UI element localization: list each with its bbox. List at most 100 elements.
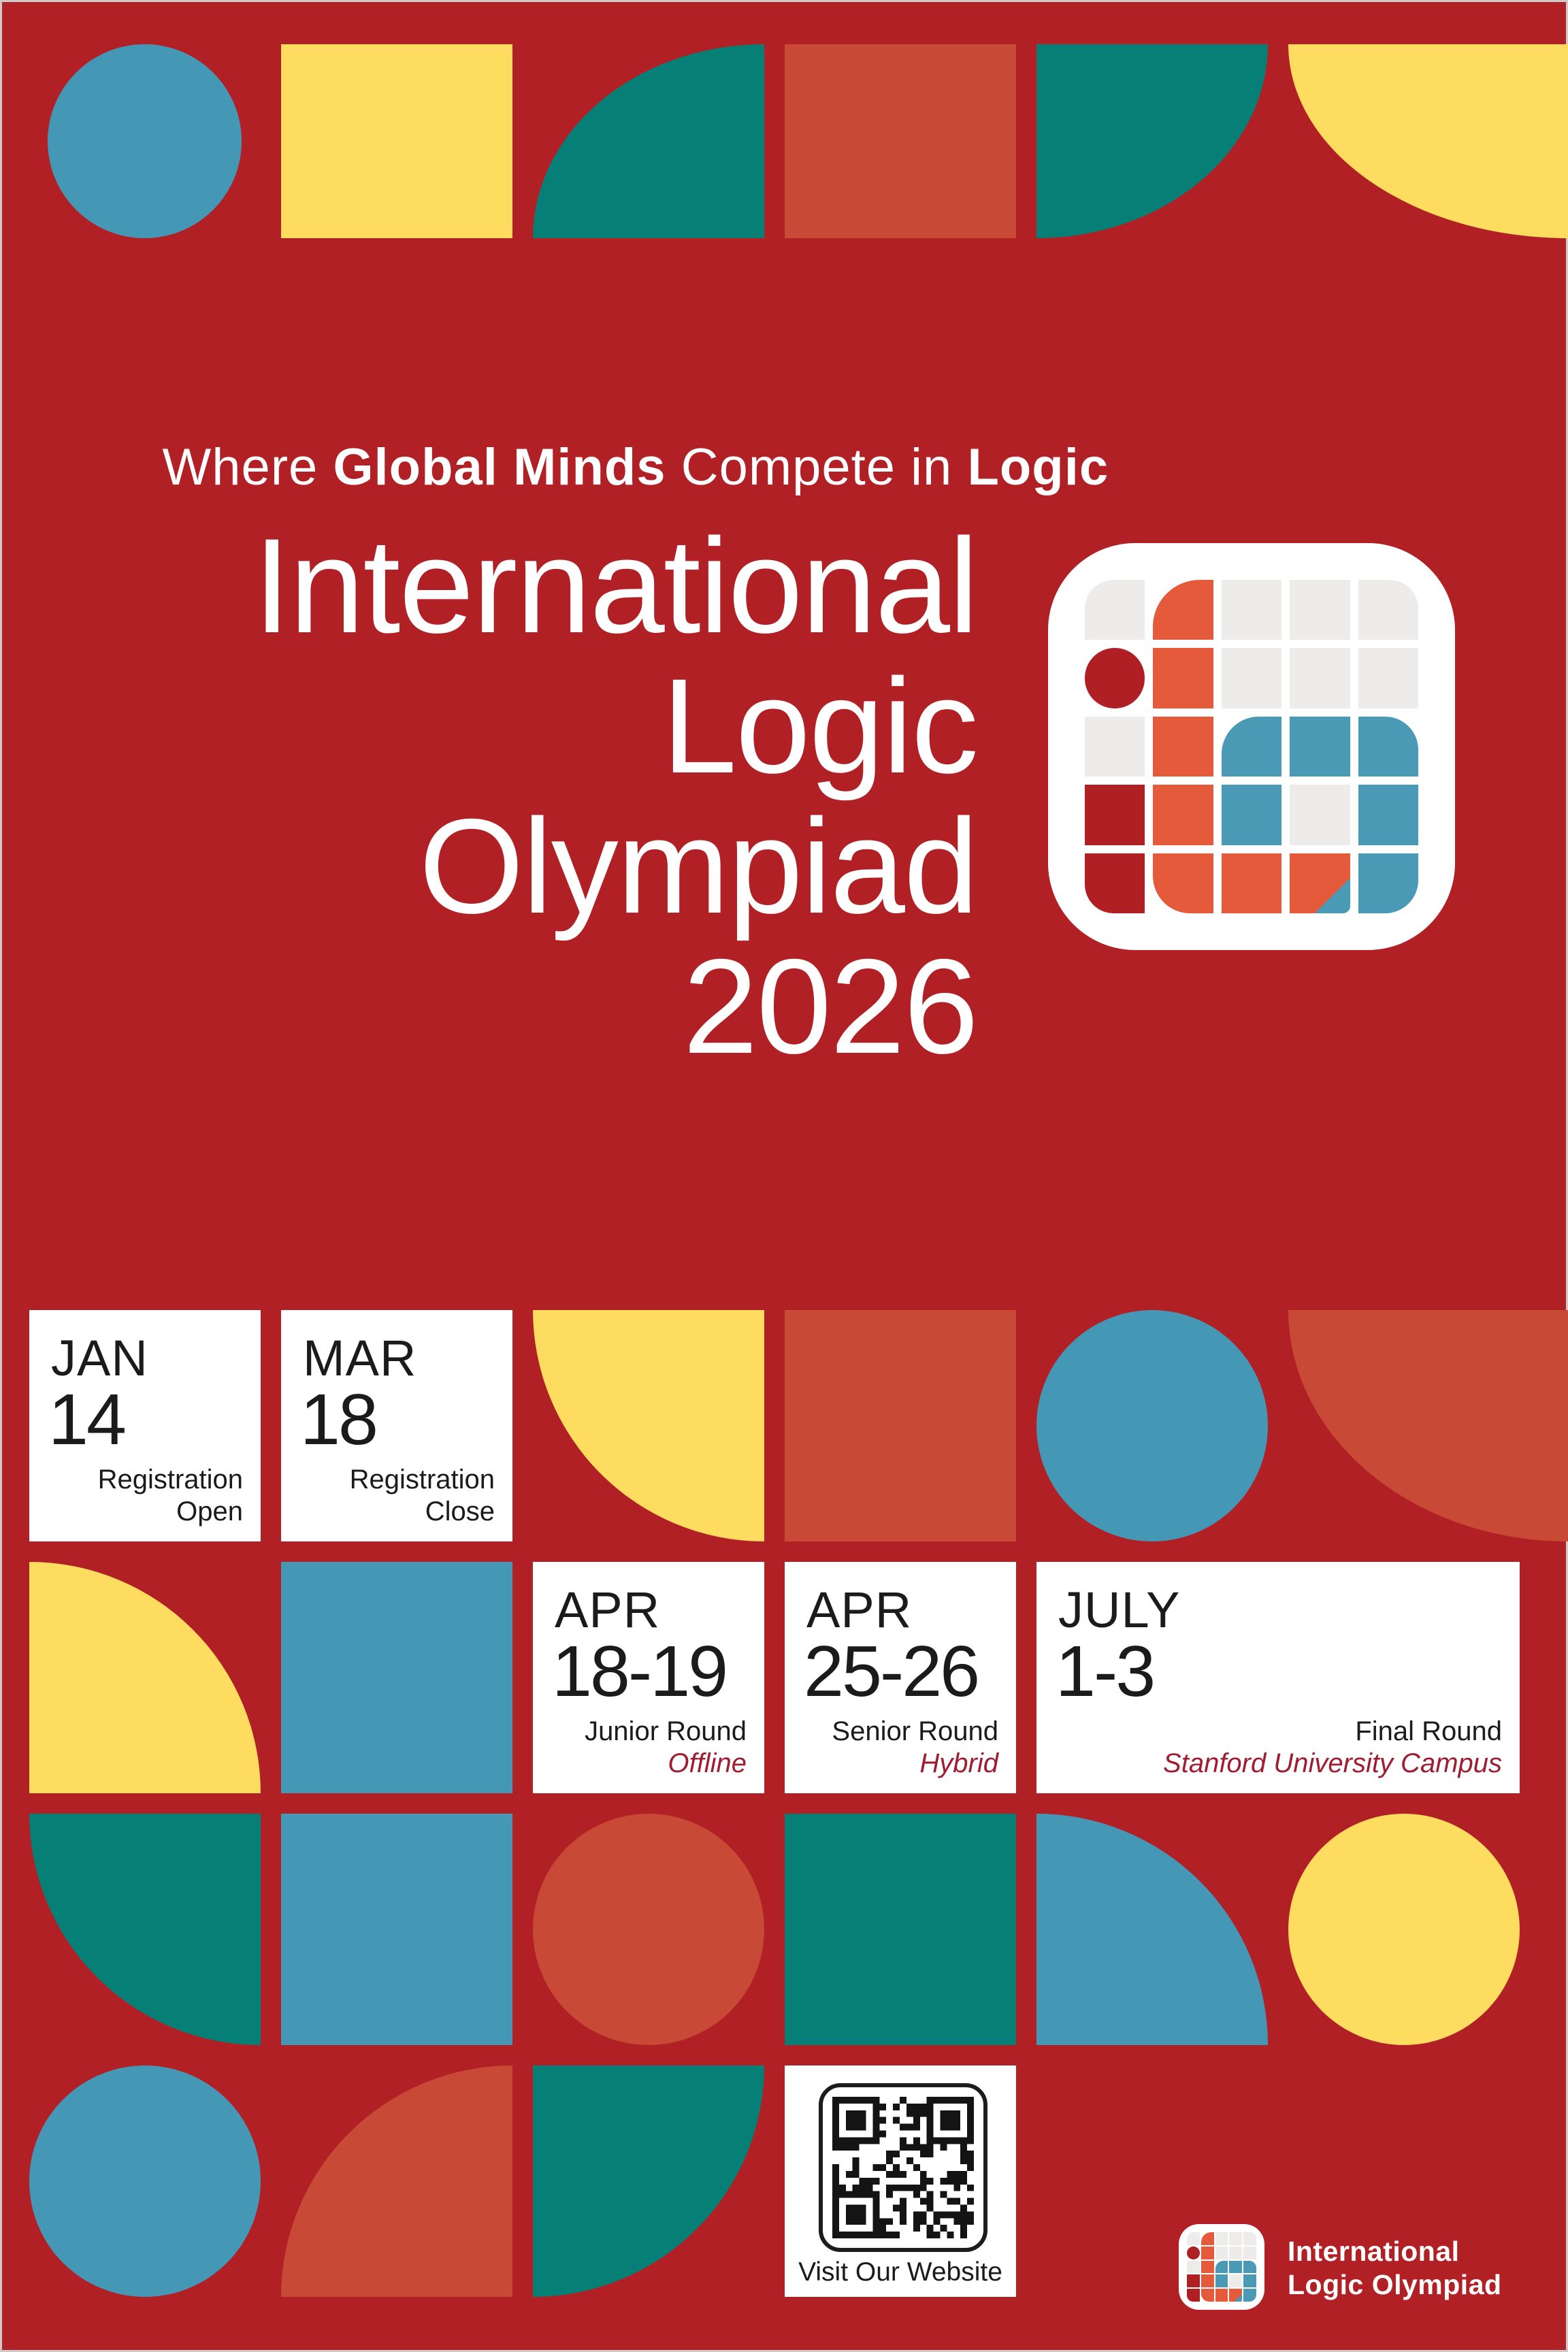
logo-cell (1153, 580, 1213, 640)
event-card-senior-round: APR 25-26 Senior Round Hybrid (785, 1562, 1016, 1793)
event-card-registration-open: JAN 14 Registration Open (29, 1310, 261, 1541)
event-day: 18 (300, 1379, 378, 1460)
logo-cell (1200, 2274, 1214, 2288)
logo-grid (1085, 580, 1418, 913)
logo-cell (1085, 785, 1145, 845)
footer-wordmark: International Logic Olympiad (1288, 2235, 1502, 2302)
logo-cell (1358, 716, 1418, 777)
event-month: APR (806, 1582, 913, 1638)
logo-cell (1187, 2246, 1200, 2259)
event-note: Open (176, 1496, 243, 1526)
logo-cell (1200, 2246, 1214, 2259)
logo-cell (1243, 2274, 1256, 2288)
event-note: Junior Round (585, 1716, 747, 1746)
title-line-3: Olympiad (419, 791, 979, 941)
yellow-square-shape (281, 44, 512, 238)
logo-cell (1358, 580, 1418, 640)
event-accent: Hybrid (919, 1748, 998, 1778)
title-line-4: 2026 (683, 931, 979, 1081)
logo-cell (1229, 2260, 1243, 2274)
qr-card: Visit Our Website (785, 2065, 1016, 2297)
event-card-junior-round: APR 18-19 Junior Round Offline (533, 1562, 764, 1793)
logo-cell (1358, 648, 1418, 708)
tagline-compete-in: Compete in (666, 438, 968, 496)
event-month: JULY (1058, 1582, 1181, 1638)
footer-logo-grid (1187, 2232, 1256, 2302)
logo-cell (1221, 785, 1282, 845)
logo-cell (1290, 648, 1350, 708)
event-note: Final Round (1355, 1716, 1502, 1746)
logo-cell (1290, 785, 1350, 845)
logo-cell (1243, 2289, 1256, 2302)
logo-cell (1153, 853, 1213, 913)
logo-cell (1085, 853, 1145, 913)
logo-cell (1153, 785, 1213, 845)
rust-circle-shape (533, 1814, 764, 2045)
tagline-logic: Logic (967, 438, 1109, 496)
logo-cell (1200, 2289, 1214, 2302)
event-card-final-round: JULY 1-3 Final Round Stanford University… (1036, 1562, 1520, 1793)
title-line-1: International (253, 510, 979, 661)
logo-cell (1200, 2260, 1214, 2274)
title-line-2: Logic (662, 651, 979, 801)
teal-square-shape (785, 1814, 1016, 2045)
rust-square-shape (785, 44, 1016, 238)
teal-quarter-shape (533, 2065, 764, 2297)
event-note: Registration (97, 1464, 243, 1494)
logo-cell (1290, 580, 1350, 640)
logo-cell (1229, 2289, 1243, 2302)
logo-cell (1221, 580, 1282, 640)
event-month: APR (555, 1582, 661, 1638)
tagline: Where Global Minds Compete in Logic (102, 378, 1109, 556)
logo-cell (1200, 2232, 1214, 2245)
logo-cell (1215, 2274, 1228, 2288)
qr-code-pattern (832, 2097, 974, 2238)
logo-cell (1243, 2232, 1256, 2245)
blue-circle-shape (48, 44, 242, 238)
logo-cell (1085, 716, 1145, 777)
logo-cell (1153, 716, 1213, 777)
logo-cell (1215, 2232, 1228, 2245)
logo-cell (1187, 2274, 1200, 2288)
yellow-quarter-shape (29, 1562, 261, 1793)
event-card-registration-close: MAR 18 Registration Close (281, 1310, 512, 1541)
logo-cell (1290, 716, 1350, 777)
teal-quarter-shape (29, 1814, 261, 2045)
teal-quarter-shape (533, 44, 764, 238)
logo-cell (1221, 716, 1282, 777)
logo-cell (1243, 2260, 1256, 2274)
teal-quarter-shape (1036, 44, 1268, 238)
logo-cell (1290, 853, 1350, 913)
footer-logo-icon (1179, 2224, 1264, 2310)
blue-circle-shape (29, 2065, 261, 2297)
event-accent: Offline (668, 1748, 747, 1778)
logo-cell (1187, 2260, 1200, 2274)
page-title: International Logic Olympiad 2026 (88, 510, 979, 1081)
footer-wordmark-line-2: Logic Olympiad (1288, 2269, 1502, 2301)
yellow-quarter-shape (533, 1310, 764, 1541)
logo-cell (1229, 2246, 1243, 2259)
logo-cell (1215, 2289, 1228, 2302)
event-day: 1-3 (1056, 1631, 1156, 1712)
rust-square-shape (785, 1310, 1016, 1541)
event-note: Senior Round (832, 1716, 998, 1746)
event-day: 25-26 (804, 1631, 980, 1712)
logo-cell (1215, 2246, 1228, 2259)
rust-quarter-shape (281, 2065, 512, 2297)
logo-cell (1153, 648, 1213, 708)
logo-cell (1221, 853, 1282, 913)
qr-code (819, 2083, 987, 2252)
yellow-quarter-shape (1288, 44, 1568, 238)
blue-circle-shape (1036, 1310, 1268, 1541)
tagline-where: Where (162, 438, 333, 496)
logo-cell (1085, 580, 1145, 640)
logo-cell (1187, 2232, 1200, 2245)
event-note: Close (425, 1496, 495, 1526)
logo-cell (1243, 2246, 1256, 2259)
logo-cell (1085, 648, 1145, 708)
logic-olympiad-logo-icon (1048, 543, 1455, 950)
event-day: 14 (48, 1379, 127, 1460)
rust-quarter-shape (1288, 1310, 1568, 1541)
blue-quarter-shape (1036, 1814, 1268, 2045)
